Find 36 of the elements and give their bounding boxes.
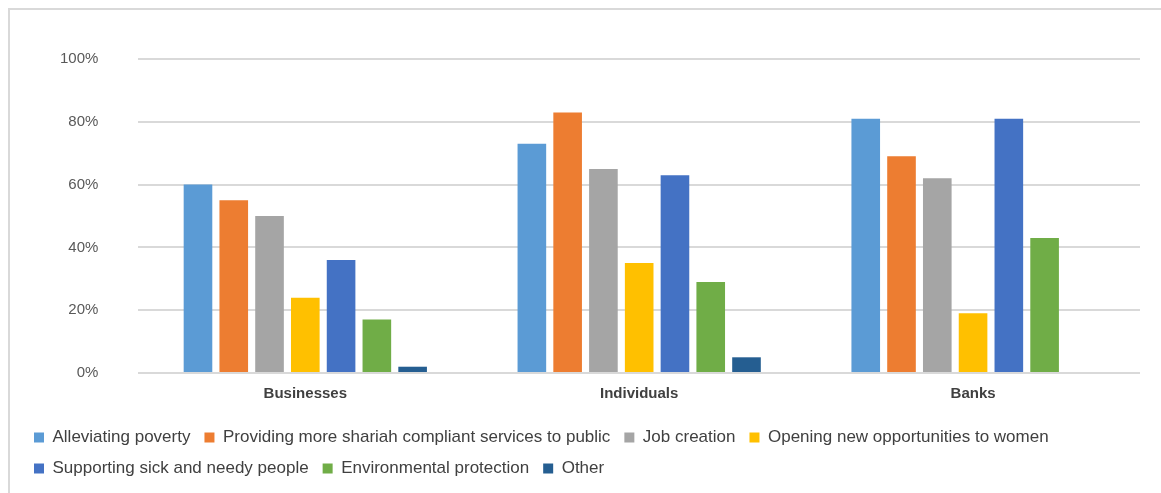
legend-label: Job creation [642,427,736,447]
bar [696,281,726,372]
legend-label: Environmental protection [341,458,530,478]
bar [922,178,952,372]
bar [1030,237,1059,372]
legend-label: Alleviating poverty [52,427,191,447]
legend-label: Opening new opportunities to women [767,427,1049,447]
bar [517,143,547,372]
bar [219,200,249,372]
legend-label: Providing more shariah compliant services to public [222,427,611,447]
y-tick-label: 80% [68,111,99,129]
bar [326,259,356,372]
bar [732,357,761,372]
y-tick-label: 40% [68,237,99,255]
bar [290,297,320,372]
y-tick-label: 100% [59,49,99,67]
y-tick-label: 20% [68,300,99,318]
legend-label: Other [561,458,605,478]
bar [660,175,690,372]
bar [589,168,618,372]
bar [398,366,427,372]
y-tick-label: 60% [68,174,99,192]
x-tick-label: Businesses [263,384,347,402]
x-tick-label: Banks [950,384,996,402]
legend-label: Supporting sick and needy people [52,458,309,478]
x-tick-label: Individuals [600,384,679,402]
bar [553,112,582,372]
bar [851,118,881,372]
bar [887,156,916,372]
bar [183,184,213,372]
bar [362,319,392,372]
bar [958,313,988,372]
bar [624,263,654,372]
y-tick-label: 0% [76,363,99,381]
bar [994,118,1024,372]
bar [255,216,284,372]
